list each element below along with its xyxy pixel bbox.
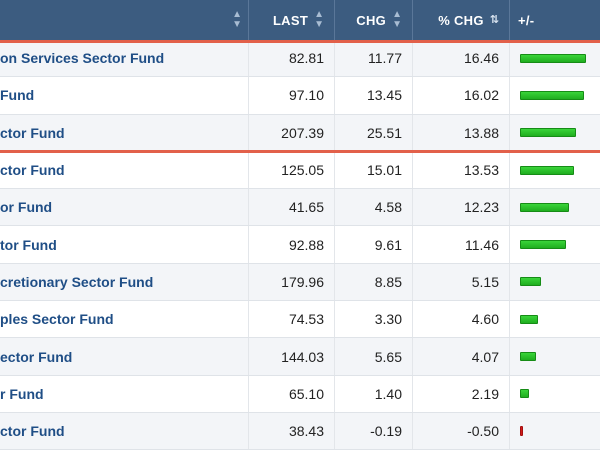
table-row[interactable]: tor Fund 92.88 9.61 11.46 <box>0 226 600 264</box>
header-name[interactable]: ▲ ▼ <box>0 0 249 40</box>
change-bar-cell <box>510 40 600 76</box>
fund-name-link[interactable]: ctor Fund <box>0 151 249 189</box>
positive-change-bar <box>520 240 566 250</box>
percent-change: 4.07 <box>413 338 510 375</box>
fund-name-link[interactable]: tor Fund <box>0 226 249 263</box>
fund-name-link[interactable]: cretionary Sector Fund <box>0 263 249 301</box>
last-price: 125.05 <box>249 151 335 189</box>
fund-name-link[interactable]: Fund <box>0 77 249 114</box>
positive-change-bar <box>520 90 584 100</box>
last-price: 82.81 <box>249 40 335 77</box>
sort-both-icon: ▲ ▼ <box>232 9 242 30</box>
table-row[interactable]: r Fund 65.10 1.40 2.19 <box>0 375 600 413</box>
negative-change-bar <box>520 426 523 437</box>
last-price: 74.53 <box>249 301 335 338</box>
change-bar-cell <box>510 152 600 188</box>
last-price: 38.43 <box>249 412 335 450</box>
sort-descending-icon: ⇅ <box>489 14 499 26</box>
last-price: 41.65 <box>249 189 335 226</box>
table-row[interactable]: on Services Sector Fund 82.81 11.77 16.46 <box>0 40 600 78</box>
price-change: 3.30 <box>335 301 413 338</box>
percent-change: 5.15 <box>413 263 510 301</box>
header-chg[interactable]: CHG ▲ ▼ <box>335 0 413 40</box>
positive-change-bar <box>520 165 574 175</box>
table-row[interactable]: ctor Fund 125.05 15.01 13.53 <box>0 151 600 190</box>
change-bar-cell <box>510 301 600 337</box>
positive-change-bar <box>520 352 536 362</box>
change-bar-cell <box>510 189 600 225</box>
positive-change-bar <box>520 314 538 324</box>
price-change: 1.40 <box>335 375 413 412</box>
table-row[interactable]: ector Fund 144.03 5.65 4.07 <box>0 338 600 376</box>
percent-change: 2.19 <box>413 375 510 412</box>
header-pct-chg-label: % CHG <box>438 12 484 28</box>
price-change: 11.77 <box>335 40 413 77</box>
last-price: 92.88 <box>249 226 335 263</box>
price-change: 4.58 <box>335 189 413 226</box>
price-change: 13.45 <box>335 77 413 114</box>
positive-change-bar <box>520 53 586 63</box>
table-row[interactable]: ctor Fund 38.43 -0.19 -0.50 <box>0 412 600 450</box>
last-price: 179.96 <box>249 263 335 301</box>
percent-change: 11.46 <box>413 226 510 263</box>
header-last-label: LAST <box>272 12 309 28</box>
table-body: on Services Sector Fund 82.81 11.77 16.46 Fu… <box>0 40 600 450</box>
percent-change: 16.46 <box>413 40 510 77</box>
price-change: 25.51 <box>335 114 413 151</box>
fund-name-link[interactable]: ector Fund <box>0 338 249 375</box>
table-row[interactable]: Fund 97.10 13.45 16.02 <box>0 77 600 115</box>
price-change: 9.61 <box>335 226 413 263</box>
header-pct-chg[interactable]: % CHG ⇅ <box>413 0 510 40</box>
highlight-border-top <box>0 40 600 43</box>
price-change: 15.01 <box>335 151 413 189</box>
highlight-border-bottom <box>0 150 600 153</box>
table-row[interactable]: cretionary Sector Fund 179.96 8.85 5.15 <box>0 263 600 302</box>
change-bar-cell <box>510 77 600 113</box>
header-chg-label: CHG <box>356 12 387 28</box>
sort-both-icon: ▲ ▼ <box>314 9 324 30</box>
price-change: 8.85 <box>335 263 413 301</box>
table-header: ▲ ▼ LAST ▲ ▼ CHG ▲ ▼ % CHG ⇅ +/- <box>0 0 600 40</box>
change-bar-cell <box>510 376 600 412</box>
percent-change: -0.50 <box>413 412 510 450</box>
header-bar-label: +/- <box>518 12 535 28</box>
percent-change: 13.88 <box>413 114 510 151</box>
table-row[interactable]: or Fund 41.65 4.58 12.23 <box>0 189 600 227</box>
table-row[interactable]: ctor Fund 207.39 25.51 13.88 <box>0 114 600 152</box>
fund-name-link[interactable]: or Fund <box>0 189 249 226</box>
positive-change-bar <box>520 277 541 287</box>
table-row[interactable]: ples Sector Fund 74.53 3.30 4.60 <box>0 301 600 339</box>
change-bar-cell <box>510 115 600 151</box>
change-bar-cell <box>510 226 600 262</box>
header-change-bar: +/- <box>510 0 600 40</box>
fund-name-link[interactable]: ples Sector Fund <box>0 301 249 338</box>
positive-change-bar <box>520 128 576 138</box>
percent-change: 13.53 <box>413 151 510 189</box>
header-last[interactable]: LAST ▲ ▼ <box>249 0 335 40</box>
last-price: 144.03 <box>249 338 335 375</box>
positive-change-bar <box>520 202 569 212</box>
change-bar-cell <box>510 338 600 374</box>
percent-change: 16.02 <box>413 77 510 114</box>
change-bar-cell <box>510 264 600 300</box>
price-change: 5.65 <box>335 338 413 375</box>
fund-name-link[interactable]: ctor Fund <box>0 412 249 450</box>
fund-name-link[interactable]: ctor Fund <box>0 114 249 151</box>
last-price: 97.10 <box>249 77 335 114</box>
change-bar-cell <box>510 413 600 449</box>
percent-change: 12.23 <box>413 189 510 226</box>
last-price: 207.39 <box>249 114 335 151</box>
positive-change-bar <box>520 389 529 399</box>
last-price: 65.10 <box>249 375 335 412</box>
fund-name-link[interactable]: r Fund <box>0 375 249 412</box>
sort-both-icon: ▲ ▼ <box>392 9 402 30</box>
price-change: -0.19 <box>335 412 413 450</box>
percent-change: 4.60 <box>413 301 510 338</box>
fund-name-link[interactable]: on Services Sector Fund <box>0 40 249 77</box>
